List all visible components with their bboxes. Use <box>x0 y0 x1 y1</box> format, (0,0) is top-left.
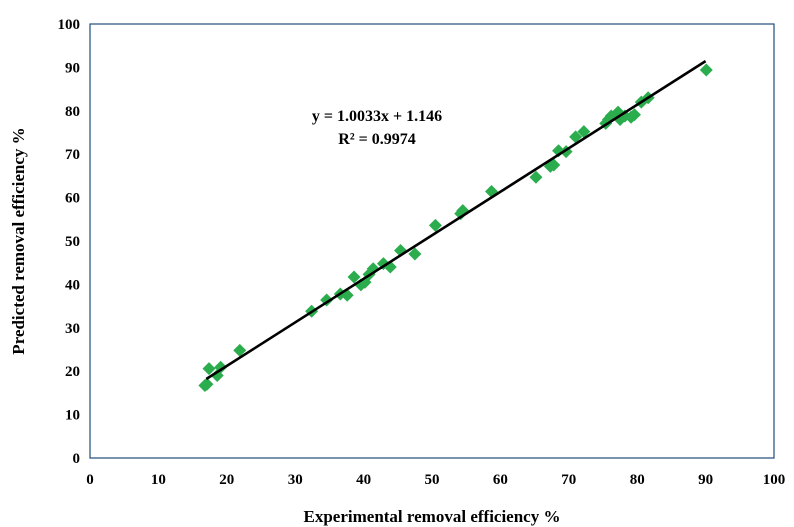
x-tick-label: 30 <box>288 472 303 488</box>
data-point <box>627 108 641 122</box>
data-point <box>202 362 216 376</box>
y-tick-label: 90 <box>65 60 80 76</box>
data-point <box>200 377 214 391</box>
x-tick-label: 100 <box>763 472 786 488</box>
data-point <box>408 247 422 261</box>
x-axis-title: Experimental removal efficiency % <box>304 507 561 526</box>
data-point <box>547 158 561 172</box>
data-point <box>428 218 442 232</box>
data-point <box>233 343 247 357</box>
r-squared-label: R² = 0.9974 <box>338 131 415 148</box>
x-tick-label: 20 <box>219 472 234 488</box>
data-point <box>529 170 543 184</box>
y-tick-label: 100 <box>58 17 81 33</box>
y-tick-label: 60 <box>65 191 80 207</box>
y-tick-label: 40 <box>65 277 80 293</box>
y-tick-label: 0 <box>73 451 81 467</box>
x-tick-label: 80 <box>630 472 645 488</box>
trendline <box>205 60 707 381</box>
data-point <box>569 130 583 144</box>
y-tick-label: 80 <box>65 104 80 120</box>
data-points <box>198 63 713 393</box>
y-tick-label: 70 <box>65 147 80 163</box>
x-tick-label: 10 <box>151 472 166 488</box>
data-point <box>347 270 361 284</box>
x-tick-label: 50 <box>425 472 440 488</box>
trendline-equation: y = 1.0033x + 1.146 <box>312 108 442 125</box>
x-tick-label: 60 <box>493 472 508 488</box>
x-tick-label: 90 <box>698 472 713 488</box>
y-tick-label: 50 <box>65 234 80 250</box>
x-tick-label: 40 <box>356 472 371 488</box>
y-tick-label: 30 <box>65 321 80 337</box>
x-tick-label: 0 <box>86 472 94 488</box>
y-tick-label: 10 <box>65 408 80 424</box>
plot-area-border <box>89 23 775 459</box>
axes: 0 10 20 30 40 50 60 70 80 90 100 0 10 20 30 40 50 60 70 80 9… <box>58 17 786 488</box>
x-tick-label: 70 <box>561 472 576 488</box>
data-point <box>577 125 591 139</box>
y-axis-title: Predicted removal efficiency % <box>9 127 28 354</box>
data-point <box>699 63 713 77</box>
y-tick-label: 20 <box>65 364 80 380</box>
